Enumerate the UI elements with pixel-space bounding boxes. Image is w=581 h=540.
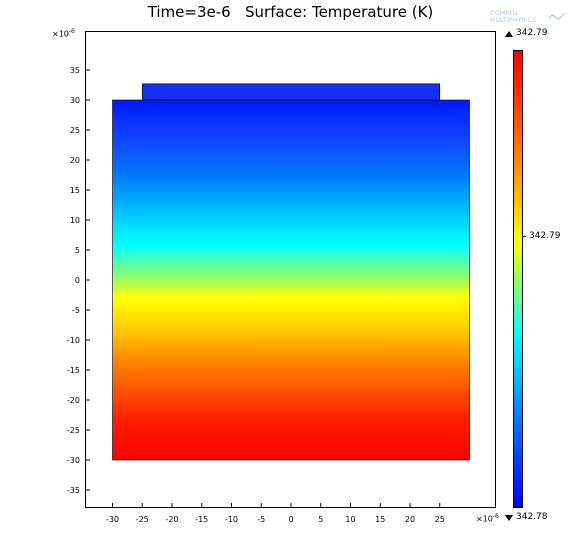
colorbar-mid-tick <box>522 236 526 237</box>
x-tick-label: -30 <box>106 515 119 524</box>
y-tick-label: -25 <box>67 426 80 435</box>
comsol-logo: COMSOL MULTIPHYSICS <box>490 10 570 26</box>
x-tick-label: -20 <box>165 515 178 524</box>
y-tick-label: 20 <box>70 156 80 165</box>
x-multiplier: ×10-6 <box>476 513 499 524</box>
colorbar-min-label: 342.78 <box>516 512 548 522</box>
x-tick-label: -25 <box>136 515 149 524</box>
y-tick-label: 25 <box>70 126 80 135</box>
colorbar-mid-label: 342.79 <box>529 231 561 241</box>
y-tick-label: -5 <box>72 306 80 315</box>
x-tick-label: -5 <box>257 515 265 524</box>
y-tick-label: -30 <box>67 456 80 465</box>
y-tick-label: 5 <box>75 246 80 255</box>
x-tick-label: 0 <box>288 515 293 524</box>
y-tick-label: -15 <box>67 366 80 375</box>
x-tick-label: 20 <box>405 515 415 524</box>
x-tick-label: 25 <box>435 515 445 524</box>
logo-line2: MULTIPHYSICS <box>490 17 537 24</box>
y-tick-label: 0 <box>75 276 80 285</box>
domain-top-layer <box>141 83 441 101</box>
colorbar-min-arrow-icon <box>505 515 513 521</box>
logo-line1: COMSOL <box>490 10 519 17</box>
x-tick-label: 5 <box>318 515 323 524</box>
y-tick-label: -10 <box>67 336 80 345</box>
y-tick-label: -35 <box>67 486 80 495</box>
plot-title: Time=3e-6 Surface: Temperature (K) <box>147 3 434 21</box>
plot-axes[interactable] <box>85 31 496 508</box>
logo-wave-icon <box>548 13 566 20</box>
y-tick-label: 10 <box>70 216 80 225</box>
y-multiplier: ×10-6 <box>52 28 75 39</box>
x-tick-label: -15 <box>195 515 208 524</box>
domain-substrate <box>112 99 470 461</box>
y-tick-label: 15 <box>70 186 80 195</box>
colorbar-max-label: 342.79 <box>516 28 548 38</box>
y-tick-label: 35 <box>70 66 80 75</box>
y-tick-label: -20 <box>67 396 80 405</box>
colorbar-max-arrow-icon <box>505 31 513 37</box>
x-tick-label: 15 <box>375 515 385 524</box>
colorbar <box>513 50 523 508</box>
x-tick-label: 10 <box>345 515 355 524</box>
y-tick-label: 30 <box>70 96 80 105</box>
x-tick-label: -10 <box>225 515 238 524</box>
